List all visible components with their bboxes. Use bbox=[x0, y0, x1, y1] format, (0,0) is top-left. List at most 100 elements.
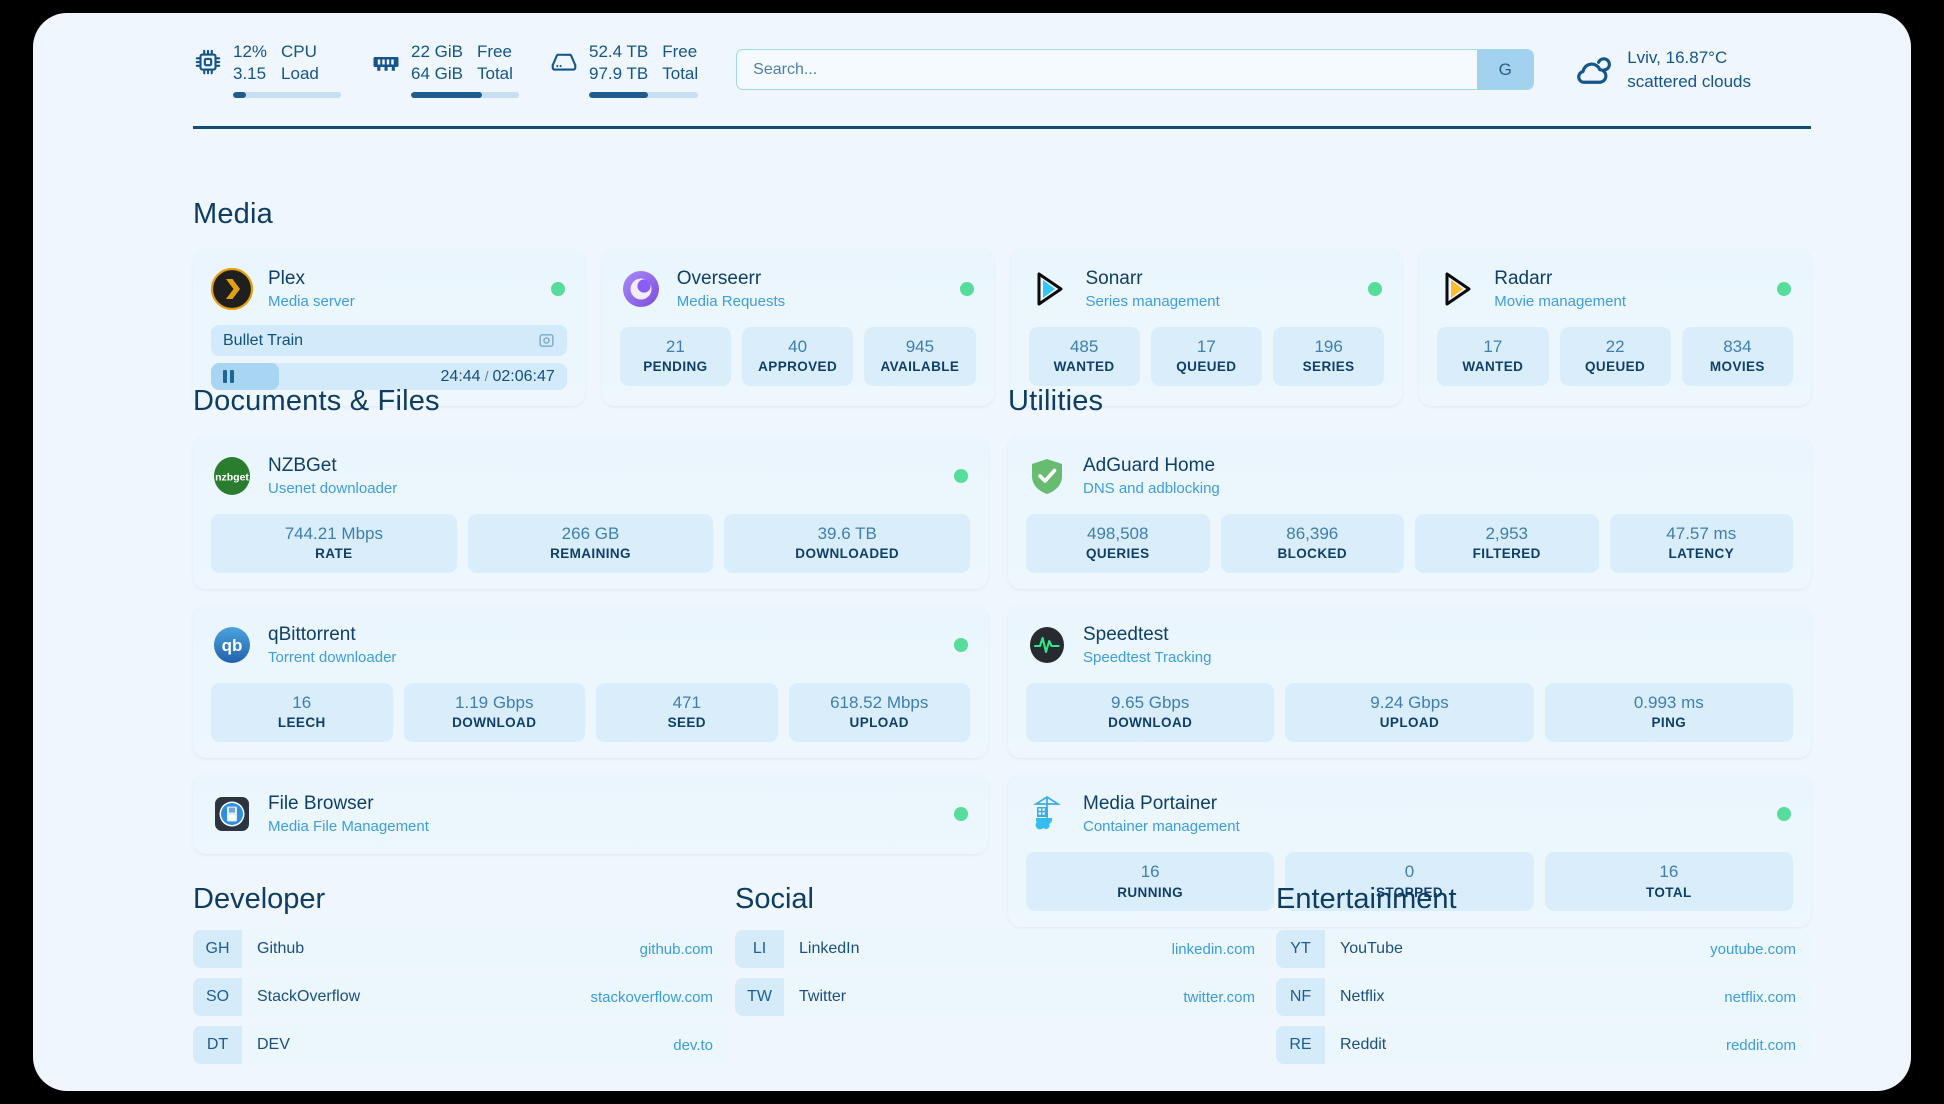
search-area: G bbox=[698, 49, 1572, 90]
stat-value: 266 GB bbox=[561, 524, 620, 543]
stat-label: DOWNLOAD bbox=[1108, 715, 1193, 731]
stat-label: QUEUED bbox=[1176, 359, 1237, 375]
stat-label: DOWNLOADED bbox=[795, 546, 900, 562]
disk-label-bottom: Total bbox=[662, 64, 699, 83]
disk-free-value: 52.4 TB bbox=[589, 42, 649, 62]
bookmark-group-social: Social LI LinkedIn linkedin.com TW Twitt… bbox=[735, 883, 1270, 1026]
stat-label: WANTED bbox=[1053, 359, 1115, 375]
stat-value: 618.52 Mbps bbox=[830, 693, 929, 713]
stat-tile: 498,508 QUERIES bbox=[1026, 514, 1210, 574]
stat-value: 16 bbox=[1140, 862, 1160, 882]
bookmark-link[interactable]: NF Netflix netflix.com bbox=[1276, 978, 1811, 1016]
status-badge bbox=[1777, 807, 1791, 822]
app-name: Radarr bbox=[1494, 267, 1553, 289]
bookmark-link[interactable]: YT YouTube youtube.com bbox=[1276, 930, 1811, 968]
stat-label: MOVIES bbox=[1709, 359, 1765, 375]
overseerr-icon bbox=[620, 268, 662, 310]
search-input[interactable] bbox=[737, 50, 1478, 89]
app-card-speedtest[interactable]: Speedtest Speedtest Tracking 9.65 Gbps D… bbox=[1008, 605, 1811, 759]
disk-total-value: 97.9 TB bbox=[589, 64, 649, 83]
adguard-shield-icon bbox=[1026, 455, 1068, 497]
bookmark-group-entertainment: Entertainment YT YouTube youtube.com NF … bbox=[1276, 883, 1811, 1074]
bookmark-url: youtube.com bbox=[1710, 940, 1796, 958]
stat-tiles: 16 RUNNING 0 STOPPED 16 TOTAL bbox=[1026, 852, 1793, 912]
now-playing-title: Bullet Train bbox=[223, 331, 304, 349]
stat-label: APPROVED bbox=[758, 359, 838, 375]
stat-value: 471 bbox=[672, 693, 701, 713]
stat-tile: 17 WANTED bbox=[1437, 327, 1549, 387]
search-box: G bbox=[736, 49, 1535, 90]
stat-label: QUERIES bbox=[1085, 546, 1150, 562]
stat-value: 40 bbox=[788, 337, 808, 356]
app-card-qbittorrent[interactable]: qb qBittorrent Torrent downloader 16 LEE… bbox=[193, 605, 988, 759]
stat-value: 2,953 bbox=[1485, 524, 1529, 543]
app-card-radarr[interactable]: Radarr Movie management 17 WANTED 22 QUE… bbox=[1419, 249, 1811, 406]
bookmark-abbr: TW bbox=[735, 978, 784, 1016]
memory-label-top: Free bbox=[476, 42, 512, 62]
stat-label: RUNNING bbox=[1117, 884, 1184, 900]
bookmark-link[interactable]: SO StackOverflow stackoverflow.com bbox=[193, 978, 728, 1016]
card-header: Plex Media server bbox=[211, 265, 567, 313]
playback-time: 24:44/02:06:47 bbox=[441, 368, 555, 386]
stat-value: 86,396 bbox=[1286, 524, 1339, 543]
app-card-nzbget[interactable]: nzbget NZBGet Usenet downloader 744.21 M… bbox=[193, 436, 988, 590]
stat-tile: 945 AVAILABLE bbox=[864, 327, 976, 387]
stat-disk: 52.4 TB 97.9 TB Free Total bbox=[549, 41, 699, 98]
app-subtitle: Media server bbox=[268, 292, 355, 310]
app-card-adguard-home[interactable]: AdGuard Home DNS and adblocking 498,508 … bbox=[1008, 436, 1811, 590]
status-badge bbox=[550, 282, 565, 296]
stat-label: BLOCKED bbox=[1277, 546, 1348, 562]
bookmark-link[interactable]: DT DEV dev.to bbox=[193, 1026, 728, 1064]
app-card-plex[interactable]: Plex Media server Bullet Train bbox=[193, 249, 585, 406]
stat-value: 0 bbox=[1404, 862, 1415, 882]
stat-tile: 1.19 Gbps DOWNLOAD bbox=[403, 683, 585, 743]
card-header: Sonarr Series management bbox=[1029, 265, 1385, 313]
stat-value: 9.24 Gbps bbox=[1370, 693, 1449, 713]
app-subtitle: Series management bbox=[1085, 292, 1220, 310]
stat-value: 16 bbox=[1659, 862, 1679, 882]
stat-tile: 485 WANTED bbox=[1028, 327, 1140, 387]
app-name: Media Portainer bbox=[1083, 793, 1218, 815]
bookmark-url: twitter.com bbox=[1183, 988, 1255, 1006]
stat-value: 834 bbox=[1723, 337, 1752, 356]
header-divider bbox=[193, 126, 1811, 129]
search-submit-button[interactable]: G bbox=[1477, 50, 1534, 89]
playback-progress-bar[interactable]: 24:44/02:06:47 bbox=[211, 363, 567, 390]
app-subtitle: Torrent downloader bbox=[268, 648, 397, 666]
bookmark-url: github.com bbox=[639, 940, 713, 958]
disk-usage-bar bbox=[589, 91, 699, 98]
app-name: Sonarr bbox=[1085, 267, 1143, 289]
stat-label: PENDING bbox=[643, 359, 708, 375]
app-card-file-browser[interactable]: File Browser Media File Management bbox=[193, 774, 988, 855]
stat-value: 1.19 Gbps bbox=[455, 693, 534, 713]
cast-icon[interactable] bbox=[538, 332, 555, 349]
bookmark-abbr: GH bbox=[193, 930, 242, 968]
bookmark-link[interactable]: GH Github github.com bbox=[193, 930, 728, 968]
now-playing-row: Bullet Train bbox=[211, 325, 567, 356]
nzbget-icon: nzbget bbox=[211, 455, 253, 497]
stat-tiles: 485 WANTED 17 QUEUED 196 SERIES bbox=[1028, 327, 1385, 387]
app-subtitle: Container management bbox=[1083, 817, 1240, 835]
app-card-overseerr[interactable]: Overseerr Media Requests 21 PENDING 40 A… bbox=[601, 249, 994, 406]
stat-tile: 16 RUNNING bbox=[1026, 852, 1275, 912]
bookmark-link[interactable]: TW Twitter twitter.com bbox=[735, 978, 1270, 1016]
app-card-sonarr[interactable]: Sonarr Series management 485 WANTED 17 Q… bbox=[1010, 249, 1403, 406]
pause-icon[interactable] bbox=[223, 370, 234, 383]
card-header: Radarr Movie management bbox=[1437, 265, 1793, 313]
stat-tiles: 9.65 Gbps DOWNLOAD 9.24 Gbps UPLOAD 0.99… bbox=[1026, 683, 1793, 743]
app-subtitle: DNS and adblocking bbox=[1083, 479, 1220, 497]
stat-tile: 618.52 Mbps UPLOAD bbox=[788, 683, 970, 743]
stat-tile: 744.21 Mbps RATE bbox=[211, 514, 457, 574]
bookmark-name: Github bbox=[257, 940, 305, 957]
dashboard-page: 12% 3.15 CPU Load bbox=[33, 13, 1911, 1091]
cpu-label-top: CPU bbox=[281, 42, 317, 62]
stat-value: 498,508 bbox=[1087, 524, 1149, 543]
bookmark-name: Reddit bbox=[1340, 1036, 1387, 1053]
media-section-title: Media bbox=[193, 198, 273, 230]
stat-label: WANTED bbox=[1462, 359, 1524, 375]
app-card-media-portainer[interactable]: Media Portainer Container management 16 … bbox=[1008, 774, 1811, 928]
bookmark-link[interactable]: RE Reddit reddit.com bbox=[1276, 1026, 1811, 1064]
bookmark-url: reddit.com bbox=[1725, 1036, 1796, 1054]
app-subtitle: Usenet downloader bbox=[268, 479, 398, 497]
bookmark-link[interactable]: LI LinkedIn linkedin.com bbox=[735, 930, 1270, 968]
